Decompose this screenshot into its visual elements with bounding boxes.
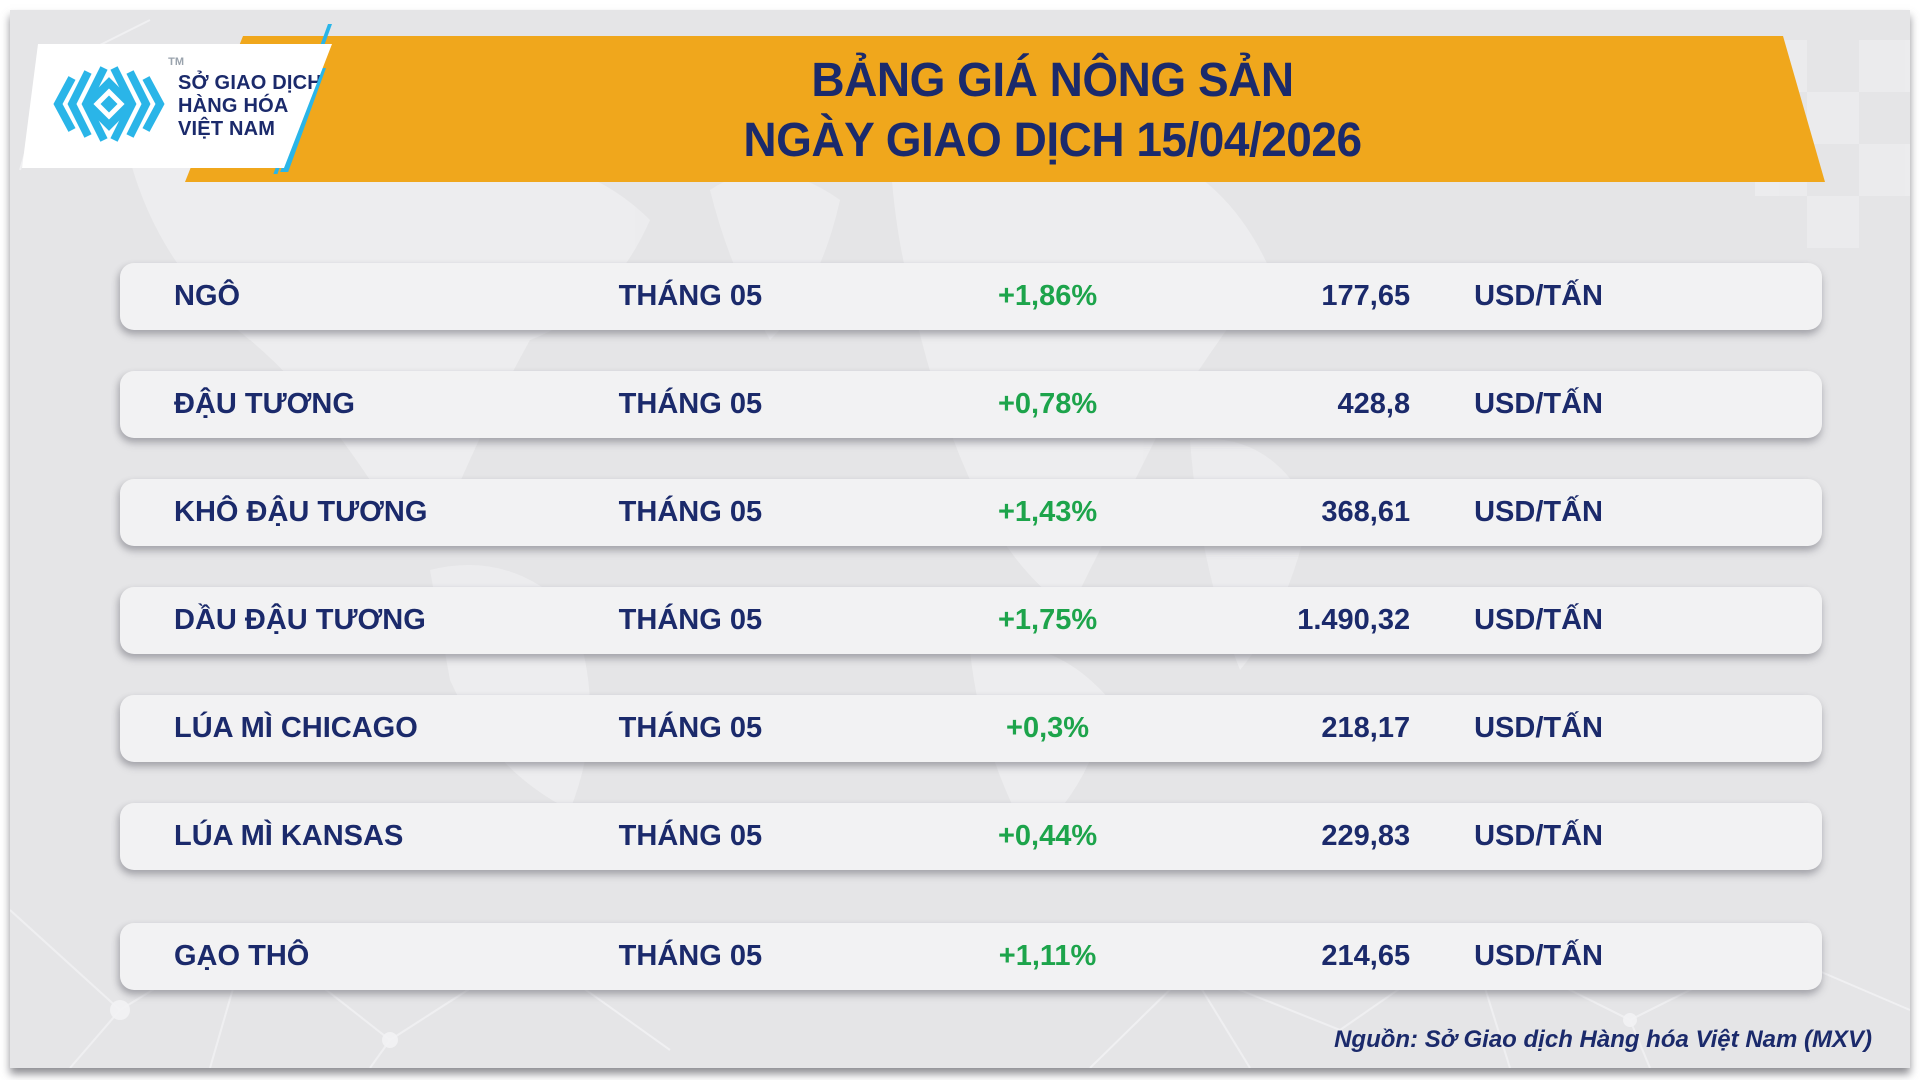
price-unit: USD/TẤN — [1474, 712, 1603, 744]
price-unit: USD/TẤN — [1474, 280, 1603, 312]
commodity-name: LÚA MÌ KANSAS — [174, 820, 404, 852]
price-table: NGÔ THÁNG 05 +1,86% 177,65 USD/TẤN ĐẬU T… — [120, 263, 1822, 1031]
price-value: 229,83 — [1321, 820, 1411, 852]
title-banner: BẢNG GIÁ NÔNG SẢN NGÀY GIAO DỊCH 15/04/2… — [185, 36, 1825, 182]
price-unit: USD/TẤN — [1474, 820, 1603, 852]
table-row: LÚA MÌ CHICAGO THÁNG 05 +0,3% 218,17 USD… — [120, 695, 1822, 762]
price-unit: USD/TẤN — [1474, 388, 1603, 420]
table-row: DẦU ĐẬU TƯƠNG THÁNG 05 +1,75% 1.490,32 U… — [120, 587, 1822, 654]
table-row: NGÔ THÁNG 05 +1,86% 177,65 USD/TẤN — [120, 263, 1822, 330]
table-row: ĐẬU TƯƠNG THÁNG 05 +0,78% 428,8 USD/TẤN — [120, 371, 1822, 438]
contract-month: THÁNG 05 — [618, 604, 763, 636]
price-unit: USD/TẤN — [1474, 604, 1603, 636]
price-unit: USD/TẤN — [1474, 940, 1603, 972]
trademark-symbol: TM — [168, 55, 184, 68]
logo-text-line1: SỞ GIAO DỊCH — [178, 71, 322, 94]
percent-change: +1,75% — [997, 604, 1098, 636]
contract-month: THÁNG 05 — [618, 280, 763, 312]
commodity-name: GẠO THÔ — [174, 940, 310, 972]
percent-change: +1,86% — [997, 280, 1098, 312]
price-value: 177,65 — [1321, 280, 1411, 312]
commodity-name: DẦU ĐẬU TƯƠNG — [174, 604, 426, 636]
commodity-name: NGÔ — [174, 280, 241, 312]
contract-month: THÁNG 05 — [618, 712, 763, 744]
infographic-board: BẢNG GIÁ NÔNG SẢN NGÀY GIAO DỊCH 15/04/2… — [10, 10, 1910, 1068]
mxv-logo-card: TM SỞ GIAO DỊCH HÀNG HÓA VIỆT NAM — [22, 44, 332, 168]
trading-date: NGÀY GIAO DỊCH 15/04/2026 — [743, 111, 1362, 167]
percent-change: +1,11% — [998, 940, 1097, 972]
price-value: 218,17 — [1321, 712, 1411, 744]
contract-month: THÁNG 05 — [618, 496, 763, 528]
commodity-name: LÚA MÌ CHICAGO — [174, 712, 418, 744]
source-credit: Nguồn: Sở Giao dịch Hàng hóa Việt Nam (M… — [1334, 1026, 1872, 1053]
price-value: 1.490,32 — [1297, 604, 1411, 636]
logo-text-line3: VIỆT NAM — [178, 117, 276, 140]
table-row: KHÔ ĐẬU TƯƠNG THÁNG 05 +1,43% 368,61 USD… — [120, 479, 1822, 546]
logo-text-line2: HÀNG HÓA — [178, 94, 289, 117]
price-unit: USD/TẤN — [1474, 496, 1603, 528]
page-title: BẢNG GIÁ NÔNG SẢN — [811, 51, 1294, 107]
percent-change: +0,44% — [997, 820, 1098, 852]
percent-change: +1,43% — [997, 496, 1098, 528]
mxv-logo-icon: TM — [50, 56, 184, 151]
contract-month: THÁNG 05 — [618, 820, 763, 852]
table-row: LÚA MÌ KANSAS THÁNG 05 +0,44% 229,83 USD… — [120, 803, 1822, 870]
commodity-name: ĐẬU TƯƠNG — [174, 388, 355, 420]
table-row: GẠO THÔ THÁNG 05 +1,11% 214,65 USD/TẤN — [120, 923, 1822, 990]
commodity-name: KHÔ ĐẬU TƯƠNG — [174, 496, 428, 528]
price-value: 214,65 — [1321, 940, 1411, 972]
price-value: 428,8 — [1337, 388, 1411, 420]
price-value: 368,61 — [1321, 496, 1411, 528]
contract-month: THÁNG 05 — [618, 388, 763, 420]
contract-month: THÁNG 05 — [618, 940, 763, 972]
percent-change: +0,3% — [1006, 712, 1090, 744]
percent-change: +0,78% — [997, 388, 1098, 420]
